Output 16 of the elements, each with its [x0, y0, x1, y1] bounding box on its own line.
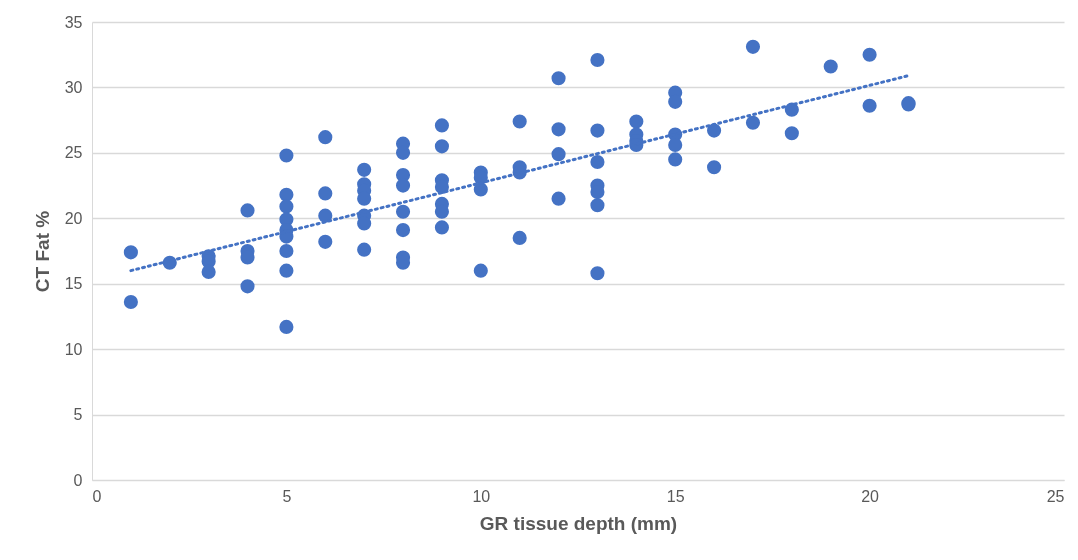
y-tick-label: 25 — [64, 144, 83, 162]
x-tick-label: 25 — [1046, 487, 1065, 505]
x-tick-label: 0 — [92, 487, 102, 505]
y-tick-label: 10 — [64, 340, 83, 358]
y-tick-label: 30 — [64, 78, 83, 96]
y-tick-label: 5 — [73, 406, 83, 424]
x-tick-label: 15 — [666, 487, 685, 505]
y-tick-label: 15 — [64, 275, 83, 293]
y-tick-label: 0 — [73, 471, 83, 489]
y-tick-label: 35 — [64, 13, 83, 31]
y-axis-title: CT Fat % — [31, 210, 53, 293]
x-axis-title: GR tissue depth (mm) — [479, 512, 678, 534]
x-tick-label: 10 — [472, 487, 491, 505]
x-tick-label: 20 — [861, 487, 880, 505]
y-tick-label: 20 — [64, 209, 83, 227]
x-tick-label: 5 — [282, 487, 292, 505]
